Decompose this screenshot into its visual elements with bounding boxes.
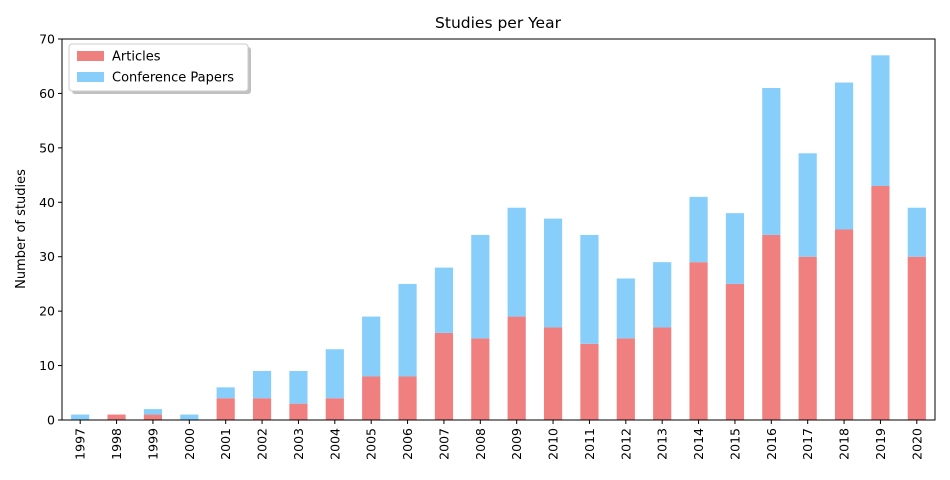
x-tick-label: 2015 (727, 428, 742, 460)
bar-conference-papers-1997 (71, 414, 90, 420)
y-tick-label: 60 (39, 86, 55, 101)
x-tick-label: 2003 (291, 428, 306, 460)
bar-conference-papers-2010 (543, 218, 563, 328)
y-axis-title: Number of studies (14, 169, 29, 289)
bar-conference-papers-2013 (653, 262, 672, 328)
x-tick-label: 2004 (327, 428, 342, 460)
legend-swatch-articles (77, 51, 104, 61)
bar-articles-2011 (580, 343, 599, 420)
bars-group (71, 55, 926, 420)
bar-conference-papers-2016 (762, 87, 781, 235)
y-tick-label: 30 (39, 249, 55, 264)
legend-box (68, 43, 249, 92)
x-tick-label: 2020 (909, 428, 924, 460)
legend-label-conference-papers: Conference Papers (112, 71, 234, 86)
x-tick-label: 1998 (109, 428, 124, 460)
bar-articles-2020 (907, 256, 926, 420)
bar-conference-papers-2001 (216, 387, 235, 399)
bar-articles-2014 (689, 262, 708, 420)
y-tick-label: 10 (39, 358, 55, 373)
bar-articles-2010 (543, 327, 563, 420)
bar-articles-2017 (798, 256, 817, 420)
bar-conference-papers-2017 (798, 153, 817, 257)
x-tick-label: 2008 (473, 428, 488, 460)
bar-conference-papers-2019 (871, 55, 890, 186)
y-tick-label: 40 (39, 195, 55, 210)
bar-articles-2008 (471, 338, 490, 420)
bar-conference-papers-2000 (180, 414, 199, 420)
bar-conference-papers-2006 (398, 283, 417, 377)
x-tick-label: 2014 (691, 428, 706, 460)
x-tick-label: 2012 (618, 428, 633, 460)
bar-articles-2012 (616, 338, 635, 420)
y-tick-label: 70 (39, 32, 55, 47)
chart-title: Studies per Year (435, 14, 562, 32)
x-tick-label: 2009 (509, 428, 524, 460)
bar-articles-2015 (725, 283, 745, 420)
bar-conference-papers-2003 (289, 371, 308, 404)
bar-articles-2018 (834, 229, 854, 420)
bar-conference-papers-2014 (689, 196, 708, 263)
x-tick-label: 2001 (218, 428, 233, 460)
bar-conference-papers-2020 (907, 207, 926, 257)
y-tick-label: 20 (39, 304, 55, 319)
bar-articles-2019 (871, 185, 890, 420)
bar-conference-papers-1999 (143, 409, 163, 415)
bar-articles-2003 (289, 403, 308, 420)
bar-conference-papers-2008 (471, 234, 490, 339)
x-tick-label: 1999 (145, 428, 160, 460)
x-tick-label: 2000 (182, 428, 197, 460)
x-tick-label: 2005 (364, 428, 379, 460)
x-tick-label: 2007 (436, 428, 451, 460)
bar-articles-2007 (434, 332, 454, 420)
bar-articles-2002 (252, 398, 272, 420)
x-tick-label: 2016 (764, 428, 779, 460)
bar-conference-papers-2007 (434, 267, 454, 333)
x-tick-label: 2018 (837, 428, 852, 460)
bar-conference-papers-2002 (252, 371, 272, 399)
x-tick-label: 2011 (582, 428, 597, 460)
bar-articles-2001 (216, 398, 235, 420)
legend: Articles Conference Papers (68, 43, 251, 94)
x-tick-label: 2006 (400, 428, 415, 460)
bar-articles-2013 (653, 327, 672, 420)
x-tick-label: 2019 (873, 428, 888, 460)
bar-articles-2016 (762, 234, 781, 420)
y-tick-label: 0 (47, 413, 55, 428)
bar-conference-papers-2018 (834, 82, 854, 230)
bar-articles-2005 (362, 376, 381, 420)
y-tick-label: 50 (39, 140, 55, 155)
bar-conference-papers-2011 (580, 234, 599, 344)
x-tick-label: 2017 (800, 428, 815, 460)
bar-conference-papers-2015 (725, 213, 745, 284)
x-tick-label: 1997 (73, 428, 88, 460)
x-tick-label: 2002 (255, 428, 270, 460)
bar-conference-papers-2004 (325, 349, 344, 399)
bar-conference-papers-2012 (616, 278, 635, 339)
legend-label-articles: Articles (112, 50, 161, 65)
bar-articles-2009 (507, 316, 526, 420)
bar-articles-2004 (325, 398, 344, 420)
bar-conference-papers-2005 (362, 316, 381, 377)
bar-conference-papers-2009 (507, 207, 526, 317)
x-tick-label: 2013 (655, 428, 670, 460)
bar-articles-1998 (107, 414, 126, 420)
bar-articles-1999 (143, 414, 163, 420)
x-tick-label: 2010 (546, 428, 561, 460)
bar-articles-2006 (398, 376, 417, 420)
plot-frame (61, 38, 936, 421)
legend-swatch-conference-papers (77, 72, 104, 82)
axes-group: 0 10 20 30 40 50 60 70 1997 1998 1999 2000 2001 2002 2… (39, 32, 936, 460)
